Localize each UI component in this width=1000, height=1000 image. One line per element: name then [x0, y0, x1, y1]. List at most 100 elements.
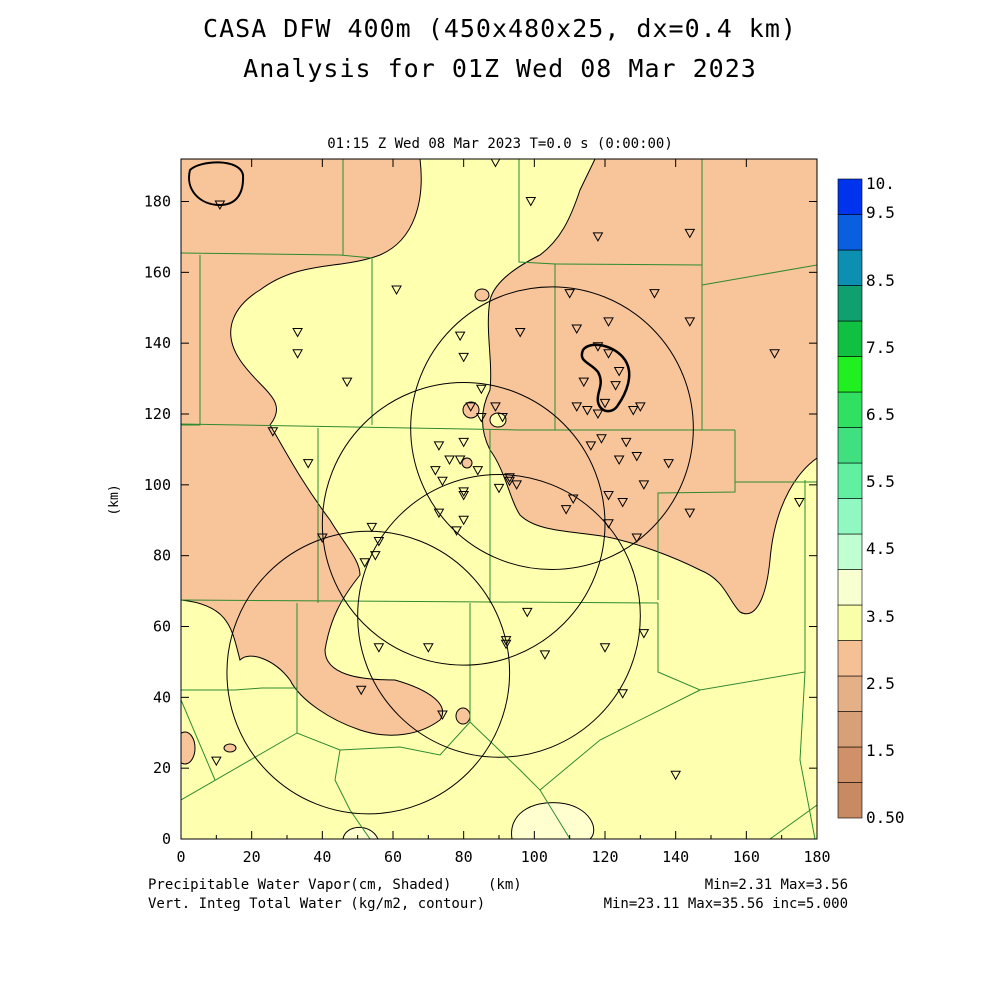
station-marker	[684, 228, 696, 239]
x-tick-label: 120	[591, 848, 618, 866]
station-marker	[458, 490, 470, 501]
axes: 0 20 40 60 80 100 120 140 160 180 0 20 40 60 80 100 120 1…	[144, 159, 831, 866]
x-tick-label: 160	[733, 848, 760, 866]
x-tick-label: 60	[384, 848, 402, 866]
station-marker	[592, 342, 604, 352]
colorbar-label: 6.5	[866, 405, 895, 424]
county-lines	[181, 159, 817, 839]
pw-blob-n	[474, 288, 490, 302]
colorbar: 10. 9.5 8.5 7.5 6.5 5.5 4.5 3.5 2.5 1.5 0.50	[837, 174, 905, 827]
station-marker	[684, 317, 696, 327]
station-marker	[663, 459, 674, 469]
station-marker	[504, 473, 515, 483]
plot-subtitle: 01:15 Z Wed 08 Mar 2023 T=0.0 s (0:00:00…	[327, 136, 673, 152]
vitw-contour	[580, 343, 631, 413]
station-marker	[613, 367, 625, 377]
colorbar-swatch	[837, 427, 863, 464]
footer-left-2: Vert. Integ Total Water (kg/m2, contour)	[148, 896, 486, 912]
station-marker	[610, 381, 621, 391]
radar-ring	[357, 474, 641, 758]
station-marker	[454, 331, 466, 342]
colorbar-label: 3.5	[866, 607, 895, 626]
station-marker	[571, 324, 583, 335]
station-marker	[793, 498, 805, 508]
colorbar-swatch	[837, 640, 863, 677]
station-marker	[627, 405, 639, 416]
station-marker	[302, 459, 314, 469]
station-marker	[560, 505, 572, 515]
station-marker	[603, 349, 614, 359]
station-marker	[430, 466, 441, 476]
station-marker	[391, 285, 402, 296]
station-marker	[649, 289, 660, 299]
pw-pocket-nw	[188, 161, 245, 207]
x-tick-label: 180	[803, 848, 830, 866]
station-marker	[497, 413, 508, 423]
station-marker	[638, 480, 650, 490]
station-marker	[433, 508, 445, 519]
colorbar-label: 10.	[866, 174, 895, 193]
station-marker	[684, 508, 696, 519]
pw-hole-center	[489, 412, 507, 428]
station-marker	[599, 643, 611, 653]
colorbar-label: 2.5	[866, 674, 895, 693]
colorbar-swatch	[837, 604, 863, 641]
footer-left-1-unit: (km)	[488, 877, 522, 893]
pw-region-northeast	[482, 159, 817, 615]
footer-right-2: Min=23.11 Max=35.56 inc=5.000	[603, 896, 848, 912]
station-marker	[454, 455, 466, 466]
footer-right-1: Min=2.31 Max=3.56	[704, 877, 848, 893]
station-marker	[631, 533, 643, 543]
station-markers	[210, 159, 805, 781]
station-marker	[359, 558, 371, 568]
station-marker	[603, 519, 614, 529]
station-marker	[475, 413, 487, 423]
station-marker	[373, 537, 385, 547]
y-tick-label: 0	[162, 830, 171, 848]
pw-light-south	[511, 802, 595, 839]
station-marker	[521, 607, 533, 618]
x-tick-label: 0	[176, 848, 185, 866]
y-tick-label: 120	[144, 405, 171, 423]
colorbar-label: 0.50	[866, 808, 905, 827]
station-marker	[437, 476, 448, 487]
y-axis-label: (km)	[107, 484, 122, 515]
y-tick-label: 60	[153, 618, 171, 636]
station-marker	[578, 377, 590, 388]
colorbar-swatch	[837, 214, 863, 251]
station-marker	[355, 685, 367, 696]
station-marker	[613, 455, 625, 466]
station-marker	[490, 159, 501, 168]
y-tick-label: 160	[144, 263, 171, 281]
station-marker	[617, 689, 629, 699]
station-marker	[437, 710, 448, 721]
station-marker	[769, 349, 780, 359]
station-marker	[369, 551, 381, 561]
radar-range-rings	[226, 286, 694, 815]
station-marker	[444, 455, 455, 466]
station-marker	[458, 437, 470, 448]
shaded-field	[181, 159, 817, 839]
colorbar-swatch	[837, 356, 863, 393]
station-marker	[458, 515, 470, 526]
station-marker	[514, 328, 526, 338]
station-marker	[210, 756, 222, 767]
colorbar-label: 7.5	[866, 338, 895, 357]
station-marker	[539, 650, 551, 660]
y-tick-label: 140	[144, 334, 171, 352]
colorbar-label: 5.5	[866, 472, 895, 491]
x-tick-label: 80	[455, 848, 473, 866]
y-tick-label: 180	[144, 193, 171, 211]
station-marker	[603, 317, 614, 327]
colorbar-swatch	[837, 285, 863, 322]
station-marker	[564, 289, 576, 299]
pw-blob-s	[455, 707, 471, 725]
radar-ring	[321, 381, 606, 666]
y-tick-label: 40	[153, 688, 171, 706]
station-marker	[366, 522, 378, 533]
station-marker	[581, 405, 593, 416]
station-marker	[603, 490, 614, 501]
colorbar-swatch	[837, 320, 863, 357]
station-marker	[592, 409, 604, 420]
station-marker	[373, 643, 385, 653]
